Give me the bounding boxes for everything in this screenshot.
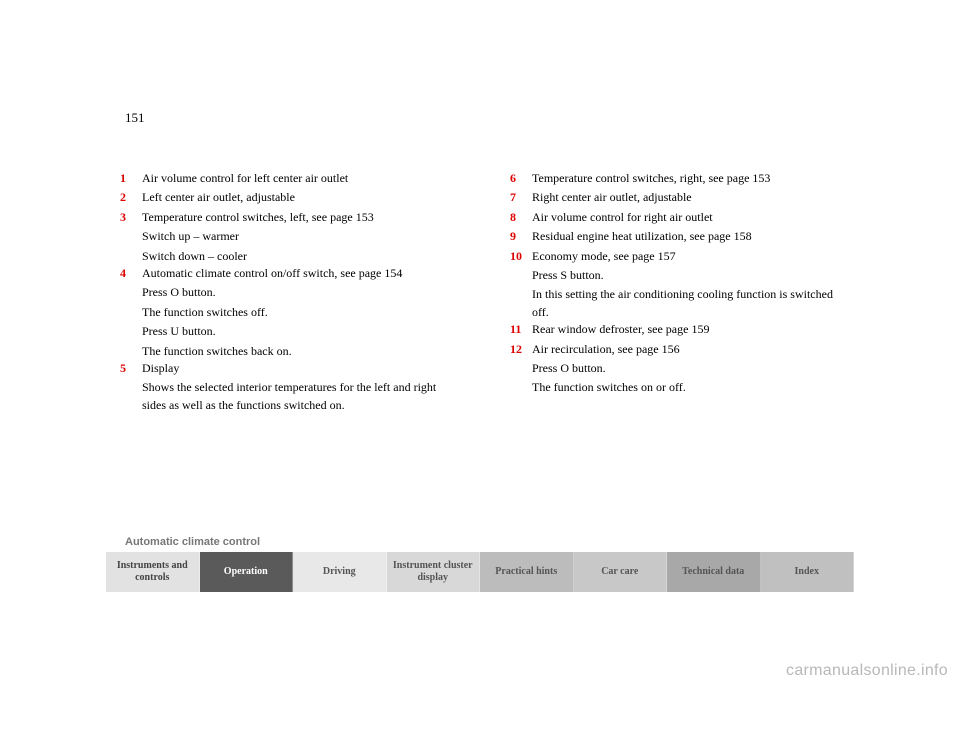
list-item: 8Air volume control for right air outlet — [510, 209, 840, 226]
item-number: 10 — [510, 248, 532, 265]
item-text: Temperature control switches, left, see … — [142, 209, 450, 226]
nav-tab[interactable]: Index — [761, 552, 855, 592]
bottom-nav: Instruments and controlsOperationDriving… — [106, 552, 854, 592]
list-item: 9Residual engine heat utilization, see p… — [510, 228, 840, 245]
nav-tab[interactable]: Driving — [293, 552, 387, 592]
item-text: Display — [142, 360, 450, 377]
page-number: 151 — [125, 110, 145, 126]
list-item: 11Rear window defroster, see page 159 — [510, 321, 840, 338]
item-number: 4 — [120, 265, 142, 282]
content-columns: 1Air volume control for left center air … — [120, 170, 840, 414]
item-text: Residual engine heat utilization, see pa… — [532, 228, 840, 245]
item-text: Temperature control switches, right, see… — [532, 170, 840, 187]
note-text: The function switches off. — [142, 304, 450, 321]
note-text: The function switches back on. — [142, 343, 450, 360]
item-text: Right center air outlet, adjustable — [532, 189, 840, 206]
item-number: 12 — [510, 341, 532, 358]
note-text: Press O button. — [142, 284, 450, 301]
note-text: Press O button. — [532, 360, 840, 377]
item-number: 7 — [510, 189, 532, 206]
nav-tab[interactable]: Technical data — [667, 552, 761, 592]
item-text: Air volume control for right air outlet — [532, 209, 840, 226]
item-number: 5 — [120, 360, 142, 377]
list-item: 2Left center air outlet, adjustable — [120, 189, 450, 206]
note-text: Press U button. — [142, 323, 450, 340]
note-text: In this setting the air conditioning coo… — [532, 286, 840, 321]
item-number: 8 — [510, 209, 532, 226]
item-text: Air recirculation, see page 156 — [532, 341, 840, 358]
item-text: Air volume control for left center air o… — [142, 170, 450, 187]
item-number: 1 — [120, 170, 142, 187]
list-item: 12Air recirculation, see page 156 — [510, 341, 840, 358]
right-column: 6Temperature control switches, right, se… — [510, 170, 840, 414]
item-number: 2 — [120, 189, 142, 206]
list-item: 4Automatic climate control on/off switch… — [120, 265, 450, 282]
list-item: 6Temperature control switches, right, se… — [510, 170, 840, 187]
list-item: 7Right center air outlet, adjustable — [510, 189, 840, 206]
item-text: Automatic climate control on/off switch,… — [142, 265, 450, 282]
nav-tab[interactable]: Instrument cluster display — [387, 552, 481, 592]
nav-tab[interactable]: Instruments and controls — [106, 552, 200, 592]
left-column: 1Air volume control for left center air … — [120, 170, 450, 414]
item-number: 11 — [510, 321, 532, 338]
item-number: 3 — [120, 209, 142, 226]
nav-tab[interactable]: Car care — [574, 552, 668, 592]
list-item: 5Display — [120, 360, 450, 377]
note-text: Switch up – warmer — [142, 228, 450, 245]
item-text: Left center air outlet, adjustable — [142, 189, 450, 206]
list-item: 10Economy mode, see page 157 — [510, 248, 840, 265]
nav-tab[interactable]: Operation — [200, 552, 294, 592]
item-number: 9 — [510, 228, 532, 245]
item-number: 6 — [510, 170, 532, 187]
nav-tab[interactable]: Practical hints — [480, 552, 574, 592]
item-text: Rear window defroster, see page 159 — [532, 321, 840, 338]
note-text: The function switches on or off. — [532, 379, 840, 396]
list-item: 3Temperature control switches, left, see… — [120, 209, 450, 226]
list-item: 1Air volume control for left center air … — [120, 170, 450, 187]
section-title: Automatic climate control — [125, 536, 260, 548]
note-text: Switch down – cooler — [142, 248, 450, 265]
note-text: Shows the selected interior temperatures… — [142, 379, 450, 414]
item-text: Economy mode, see page 157 — [532, 248, 840, 265]
note-text: Press S button. — [532, 267, 840, 284]
watermark-text: carmanualsonline.info — [786, 662, 948, 680]
